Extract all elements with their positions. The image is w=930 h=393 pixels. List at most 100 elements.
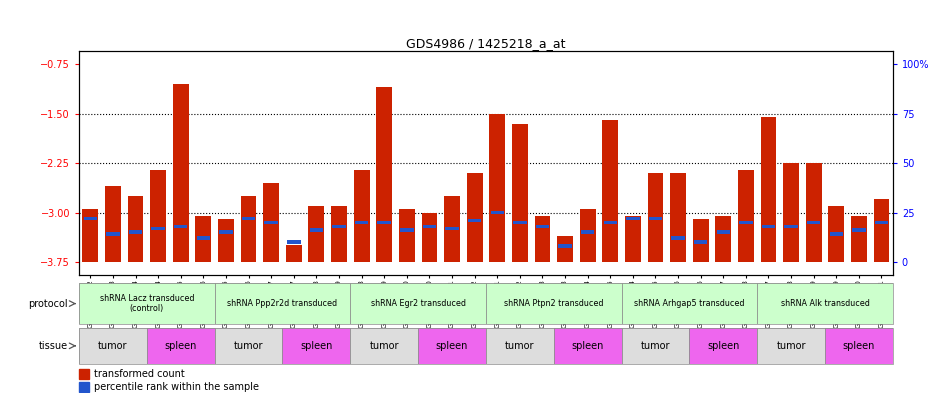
Bar bbox=[331, 206, 347, 262]
Bar bbox=[79, 382, 88, 392]
Text: spleen: spleen bbox=[571, 341, 604, 351]
Bar bbox=[805, 163, 821, 262]
Bar bbox=[418, 328, 485, 364]
Bar bbox=[377, 87, 392, 262]
Bar bbox=[739, 220, 752, 224]
Bar bbox=[829, 206, 844, 262]
Bar bbox=[79, 328, 147, 364]
Text: shRNA Egr2 transduced: shRNA Egr2 transduced bbox=[371, 299, 466, 308]
Bar bbox=[378, 220, 391, 224]
Bar bbox=[535, 216, 551, 262]
Text: tissue: tissue bbox=[39, 341, 68, 351]
Text: tumor: tumor bbox=[641, 341, 671, 351]
Bar bbox=[147, 328, 215, 364]
Bar bbox=[738, 170, 754, 262]
Bar bbox=[400, 228, 414, 232]
Bar bbox=[579, 209, 595, 262]
Bar bbox=[649, 217, 662, 220]
Bar bbox=[218, 219, 233, 262]
Bar bbox=[215, 283, 351, 324]
Bar bbox=[264, 220, 278, 224]
Text: spleen: spleen bbox=[843, 341, 875, 351]
Bar bbox=[355, 220, 368, 224]
Bar bbox=[489, 114, 505, 262]
Text: shRNA Ptpn2 transduced: shRNA Ptpn2 transduced bbox=[504, 299, 604, 308]
Bar bbox=[784, 224, 798, 228]
Bar bbox=[421, 213, 437, 262]
Text: shRNA Arhgap5 transduced: shRNA Arhgap5 transduced bbox=[634, 299, 745, 308]
Bar bbox=[219, 230, 232, 234]
Bar bbox=[485, 328, 553, 364]
Bar bbox=[196, 237, 210, 240]
Text: transformed count: transformed count bbox=[94, 369, 184, 379]
Bar bbox=[215, 328, 283, 364]
Bar bbox=[310, 228, 323, 232]
Title: GDS4986 / 1425218_a_at: GDS4986 / 1425218_a_at bbox=[406, 37, 565, 50]
Bar bbox=[694, 241, 708, 244]
Text: tumor: tumor bbox=[369, 341, 399, 351]
Bar bbox=[129, 230, 142, 234]
Text: tumor: tumor bbox=[777, 341, 805, 351]
Bar bbox=[716, 230, 730, 234]
Bar bbox=[830, 232, 843, 236]
Bar bbox=[558, 244, 572, 248]
Bar bbox=[445, 226, 458, 230]
Bar bbox=[309, 206, 325, 262]
Bar bbox=[689, 328, 757, 364]
Bar bbox=[79, 283, 215, 324]
Bar bbox=[467, 173, 483, 262]
Bar bbox=[490, 211, 504, 214]
Bar bbox=[127, 196, 143, 262]
Bar bbox=[603, 120, 618, 262]
Bar bbox=[174, 224, 188, 228]
Bar bbox=[263, 183, 279, 262]
Bar bbox=[105, 186, 121, 262]
Bar bbox=[852, 228, 866, 232]
Text: percentile rank within the sample: percentile rank within the sample bbox=[94, 382, 259, 392]
Bar bbox=[241, 196, 257, 262]
Bar bbox=[353, 170, 369, 262]
Bar bbox=[851, 216, 867, 262]
Text: shRNA Ppp2r2d transduced: shRNA Ppp2r2d transduced bbox=[228, 299, 338, 308]
Bar bbox=[757, 328, 825, 364]
Bar bbox=[671, 173, 686, 262]
Bar bbox=[553, 328, 621, 364]
Bar bbox=[604, 220, 617, 224]
Bar bbox=[626, 217, 640, 220]
Bar bbox=[287, 241, 300, 244]
Text: shRNA Lacz transduced
(control): shRNA Lacz transduced (control) bbox=[100, 294, 194, 313]
Bar bbox=[283, 328, 351, 364]
Bar bbox=[621, 328, 689, 364]
Bar bbox=[873, 199, 889, 262]
Bar bbox=[761, 117, 777, 262]
Bar bbox=[757, 283, 893, 324]
Bar bbox=[581, 230, 594, 234]
Bar bbox=[825, 328, 893, 364]
Bar bbox=[625, 216, 641, 262]
Bar bbox=[106, 232, 120, 236]
Bar bbox=[807, 220, 820, 224]
Bar bbox=[351, 328, 418, 364]
Bar bbox=[84, 217, 97, 220]
Bar bbox=[513, 220, 526, 224]
Bar bbox=[715, 216, 731, 262]
Text: spleen: spleen bbox=[165, 341, 197, 351]
Bar bbox=[152, 226, 165, 230]
Bar bbox=[79, 369, 88, 379]
Text: spleen: spleen bbox=[436, 341, 468, 351]
Bar bbox=[83, 209, 99, 262]
Bar bbox=[399, 209, 415, 262]
Bar bbox=[647, 173, 663, 262]
Bar bbox=[332, 224, 346, 228]
Bar bbox=[783, 163, 799, 262]
Bar bbox=[621, 283, 757, 324]
Bar bbox=[351, 283, 485, 324]
Bar bbox=[875, 220, 888, 224]
Text: tumor: tumor bbox=[233, 341, 263, 351]
Text: tumor: tumor bbox=[99, 341, 127, 351]
Text: spleen: spleen bbox=[300, 341, 333, 351]
Text: spleen: spleen bbox=[707, 341, 739, 351]
Bar bbox=[762, 224, 776, 228]
Bar bbox=[286, 246, 301, 262]
Bar bbox=[173, 84, 189, 262]
